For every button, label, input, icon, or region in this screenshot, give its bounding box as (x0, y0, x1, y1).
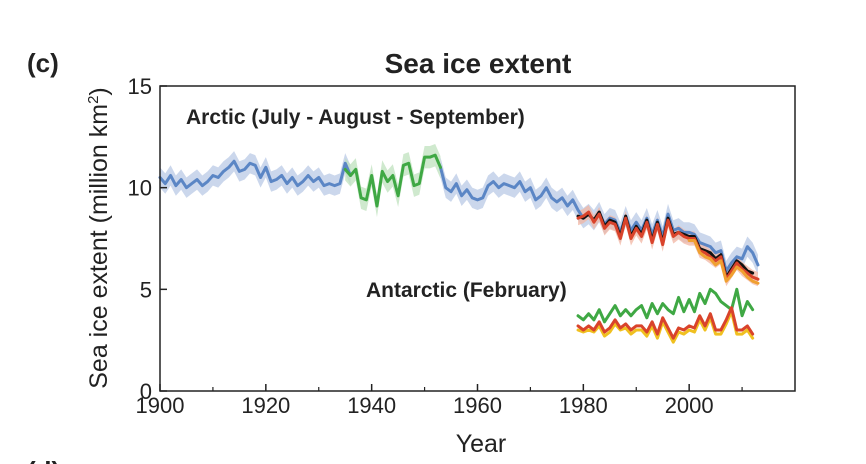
x-tick-label-1980: 1980 (559, 393, 608, 418)
panel-label: (c) (27, 48, 59, 78)
chart-title: Sea ice extent (385, 48, 572, 79)
band-arctic-0-0 (160, 151, 351, 198)
next-panel-label: (d) (27, 456, 60, 464)
x-axis-label: Year (456, 430, 507, 458)
x-tick-label-1920: 1920 (241, 393, 290, 418)
y-axis-label-main: Sea ice extent (million km (85, 104, 113, 389)
y-tick-label-15: 15 (128, 74, 152, 99)
x-tick-label-1900: 1900 (136, 393, 185, 418)
y-tick-label-5: 5 (140, 277, 152, 302)
x-axis: 1900 1920 1940 1960 1980 2000 (136, 384, 743, 418)
x-tick-label-1960: 1960 (453, 393, 502, 418)
y-tick-label-10: 10 (128, 176, 152, 201)
annotation-antarctic: Antarctic (February) (366, 279, 567, 302)
series-line-antarctic-7-0 (576, 306, 755, 340)
series-line-arctic-1-0 (343, 153, 442, 208)
y-axis-label-close: ) (85, 87, 113, 95)
series-line-antarctic-5-0 (576, 287, 755, 324)
series-line-arctic-3-0 (576, 210, 760, 281)
annotation-arctic: Arctic (July - August - September) (186, 106, 525, 129)
y-axis-label: Sea ice extent (million km2) (85, 87, 113, 389)
y-axis: 0 5 10 15 (128, 74, 167, 404)
y-tick-label-0: 0 (140, 379, 152, 404)
series-line-antarctic-6-0 (576, 310, 755, 344)
x-tick-label-2000: 2000 (665, 393, 714, 418)
x-tick-label-1940: 1940 (347, 393, 396, 418)
series-lines (158, 153, 760, 344)
series-line-arctic-0-0 (158, 159, 352, 190)
y-axis-label-superscript: 2 (85, 96, 102, 104)
series-line-arctic-4-0 (687, 239, 760, 285)
